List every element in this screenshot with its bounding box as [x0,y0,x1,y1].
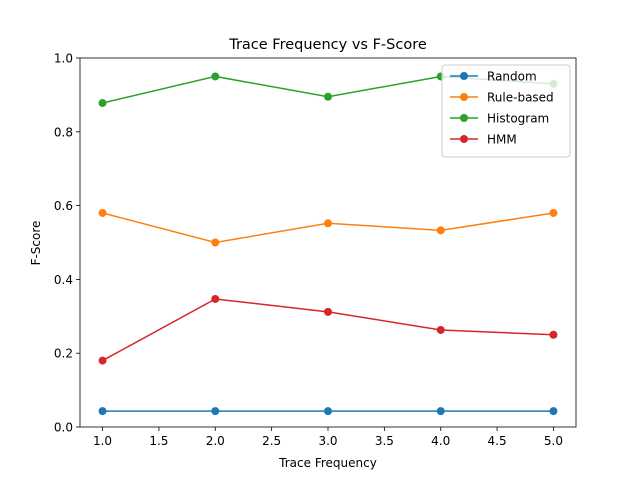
data-point-rule-based [436,226,445,235]
x-axis-label: Trace Frequency [278,456,377,470]
x-tick-label: 2.5 [262,434,281,448]
data-point-hmm [436,325,445,334]
legend-label-rule-based: Rule-based [487,91,554,105]
legend-marker-hmm [460,135,468,143]
data-point-hmm [549,330,558,339]
data-point-histogram [98,99,107,108]
y-tick-label: 0.6 [54,199,73,213]
y-tick-label: 0.4 [54,273,73,287]
legend-marker-histogram [460,114,468,122]
data-point-histogram [211,72,220,81]
data-point-hmm [211,294,220,303]
data-point-random [211,407,220,416]
x-tick-label: 5.0 [544,434,563,448]
data-point-random [436,407,445,416]
legend-label-hmm: HMM [487,133,517,147]
legend: Random Rule-based Histogram HMM [441,64,571,158]
x-tick-label: 3.0 [318,434,337,448]
data-point-random [324,407,332,416]
y-tick-label: 0.8 [54,125,73,139]
data-point-rule-based [324,219,332,228]
y-tick-label: 1.0 [54,52,73,66]
data-point-rule-based [211,238,220,247]
data-point-hmm [324,307,332,316]
x-tick-label: 3.5 [375,434,394,448]
y-axis-label: F-Score [29,221,43,266]
x-tick-label: 4.0 [431,434,450,448]
chart-title: Trace Frequency vs F-Score [228,37,427,53]
axes-frame [79,57,577,428]
data-point-random [98,407,107,416]
y-tick-label: 0.2 [54,347,73,361]
x-tick-label: 4.5 [488,434,507,448]
data-point-histogram [324,92,332,101]
legend-marker-rule-based [460,93,468,101]
plot-area: 1.0 1.5 2.0 2.5 3.0 3.5 4.0 4.5 5.0 0.0 0.2 0.4 0.6 0… [54,52,577,448]
x-tick-label: 1.5 [149,434,168,448]
legend-marker-random [460,72,468,80]
data-point-random [549,407,558,416]
x-tick-label: 1.0 [93,434,112,448]
legend-box [441,64,571,158]
y-tick-label: 0.0 [54,421,73,435]
x-tick-label: 2.0 [206,434,225,448]
data-point-rule-based [549,208,558,217]
legend-label-random: Random [487,70,537,84]
data-point-rule-based [98,208,107,217]
data-point-hmm [98,356,107,365]
legend-label-histogram: Histogram [487,112,549,126]
